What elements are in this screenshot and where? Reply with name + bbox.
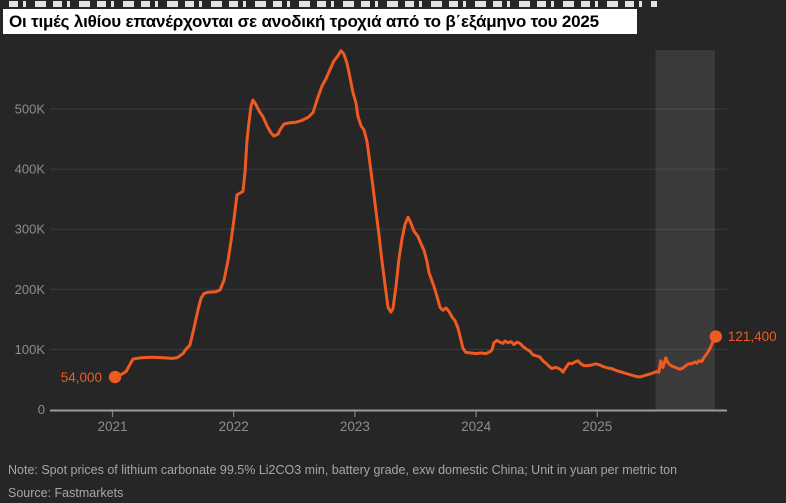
- y-axis-tick-label: 300K: [15, 222, 46, 237]
- clipped-headline-remnant: [9, 1, 657, 7]
- y-axis-tick-label: 500K: [15, 102, 46, 117]
- x-axis-tick-label: 2025: [582, 419, 612, 434]
- x-axis-tick-label: 2024: [461, 419, 492, 434]
- chart-source: Source: Fastmarkets: [8, 486, 124, 500]
- start-value-label: 54,000: [61, 370, 102, 385]
- x-axis-tick-label: 2022: [219, 419, 249, 434]
- end-point-marker: [709, 330, 723, 343]
- title-overlay: Οι τιμές λιθίου επανέρχονται σε ανοδική …: [3, 9, 637, 34]
- y-axis-tick-label: 200K: [15, 282, 46, 297]
- price-line-series: [113, 49, 718, 379]
- start-point-marker: [108, 370, 122, 384]
- end-value-label: 121,400: [728, 329, 777, 344]
- y-axis-tick-label: 400K: [15, 162, 46, 177]
- y-axis-tick-label: 0: [38, 402, 45, 417]
- page-title: Οι τιμές λιθίου επανέρχονται σε ανοδική …: [9, 12, 599, 31]
- highlight-band-h2-2025: [655, 50, 715, 410]
- y-axis-tick-label: 100K: [15, 342, 46, 357]
- chart-note: Note: Spot prices of lithium carbonate 9…: [8, 463, 678, 477]
- x-axis-tick-label: 2023: [340, 419, 370, 434]
- x-axis-tick-label: 2021: [97, 419, 127, 434]
